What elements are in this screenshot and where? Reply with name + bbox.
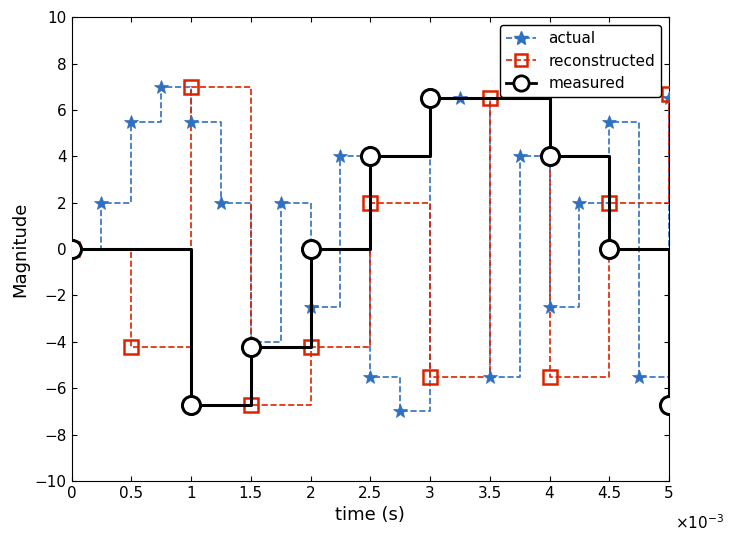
Legend: actual, reconstructed, measured: actual, reconstructed, measured [500, 25, 662, 97]
X-axis label: time (s): time (s) [335, 507, 405, 524]
Text: $\times 10^{-3}$: $\times 10^{-3}$ [675, 514, 724, 532]
Y-axis label: Magnitude: Magnitude [11, 201, 29, 297]
